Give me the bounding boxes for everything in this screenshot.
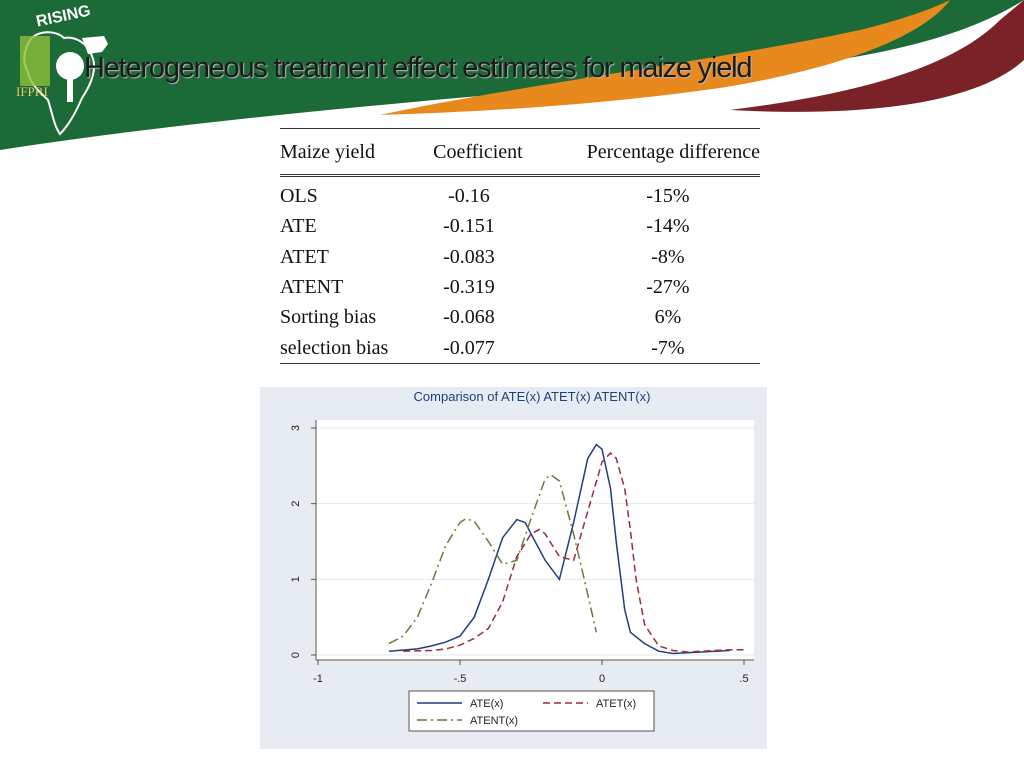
table-header-cell: Maize yield [280, 128, 420, 177]
chart-legend [408, 690, 655, 732]
series-line-atex [388, 443, 730, 655]
chart-panel: Comparison of ATE(x) ATET(x) ATENT(x) 0 1… [260, 387, 767, 749]
logo-org-name: IFPRI [16, 84, 48, 99]
table-cell-label: OLS [280, 185, 318, 208]
y-tick-label: 2 [290, 501, 302, 507]
y-tick-label: 1 [290, 576, 302, 582]
header-banner [0, 0, 1024, 160]
table-row: selection bias -0.077 -7% [280, 332, 760, 364]
y-tick-label: 0 [290, 652, 302, 658]
x-tick-label: .5 [739, 673, 748, 685]
y-tick-label: 3 [290, 425, 302, 431]
x-tick-label: 0 [599, 673, 605, 685]
table-cell-coefficient: -0.083 [443, 245, 495, 268]
banner-maroon-ribbon [730, 0, 1024, 112]
legend-label: ATE(x) [470, 698, 503, 710]
legend-label: ATET(x) [596, 698, 636, 710]
logo-tree-icon [56, 52, 84, 80]
series-line-atetx [403, 451, 744, 653]
table-cell-percentage: -15% [646, 185, 690, 208]
table-cell-percentage: -8% [651, 245, 685, 268]
table-row: ATE -0.151 -14% [280, 211, 760, 241]
table-cell-label: selection bias [280, 332, 420, 364]
table-row: Sorting bias -0.068 6% [280, 302, 760, 332]
legend-label: ATENT(x) [470, 715, 518, 727]
table-cell-label: ATENT [280, 276, 344, 299]
table-row: OLS -0.16 -15% [280, 176, 760, 212]
logo-cow-icon [82, 36, 108, 54]
x-tick-label: -.5 [454, 673, 467, 685]
density-chart: Comparison of ATE(x) ATET(x) ATENT(x) 0 1… [290, 389, 754, 732]
chart-title: Comparison of ATE(x) ATET(x) ATENT(x) [414, 389, 651, 404]
table-cell-label: Sorting bias [280, 306, 377, 329]
table-cell-coefficient: -0.16 [448, 185, 490, 208]
table-cell-coefficient: -0.319 [443, 276, 495, 299]
banner-orange-ribbon [380, 0, 950, 115]
table-cell-coefficient: -0.077 [420, 332, 536, 364]
table-header-row: Maize yield Coefficient Percentage diffe… [280, 128, 760, 177]
table-header-cell: Coefficient [420, 128, 536, 177]
logo-plant-icon [20, 36, 50, 86]
table-cell-percentage: -14% [646, 215, 690, 238]
results-table: Maize yield Coefficient Percentage diffe… [280, 128, 760, 364]
banner-white-swoosh [0, 0, 1024, 160]
slide-title: Heterogeneous treatment effect estimates… [84, 52, 753, 84]
table-cell-label: ATE [280, 215, 317, 238]
table-row: ATET -0.083 -8% [280, 242, 760, 272]
table-cell-coefficient: -0.068 [443, 306, 495, 329]
x-tick-label: -1 [313, 673, 323, 685]
table-cell-percentage: -7% [535, 332, 760, 364]
logo-tree-trunk-icon [67, 76, 73, 102]
table-cell-label: ATET [280, 245, 329, 268]
table-cell-coefficient: -0.151 [443, 215, 495, 238]
table-header-cell: Percentage difference [535, 128, 760, 177]
table-cell-percentage: 6% [654, 306, 682, 329]
table-row: ATENT -0.319 -27% [280, 272, 760, 302]
table-cell-percentage: -27% [646, 276, 690, 299]
